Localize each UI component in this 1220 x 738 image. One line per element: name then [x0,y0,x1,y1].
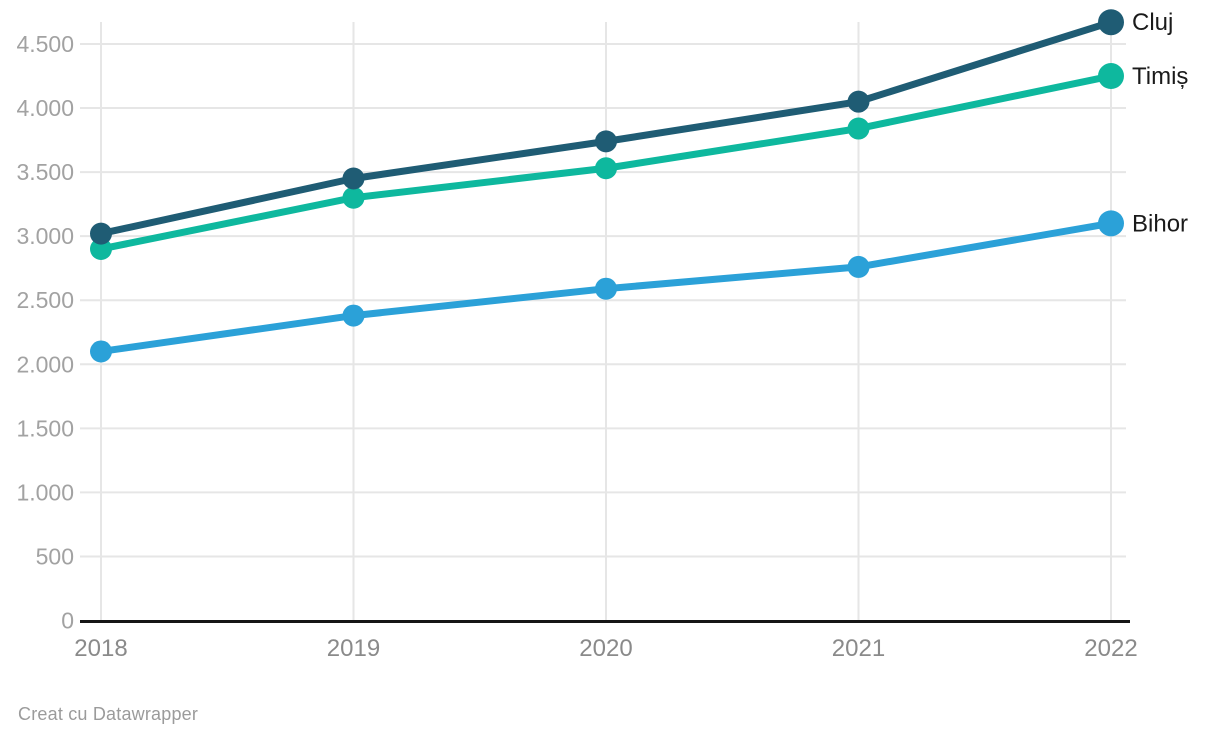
datawrapper-credit: Creat cu Datawrapper [18,704,199,724]
data-point-timiș-2021 [847,117,870,140]
data-point-cluj-2019 [342,167,365,190]
data-point-cluj-2018 [90,222,112,245]
data-point-timiș-2018 [90,237,112,260]
data-point-cluj-2022 [1098,9,1124,36]
series-label-timiș: Timiș [1132,63,1188,90]
y-tick-label: 1.000 [16,479,74,505]
y-tick-label: 4.000 [16,95,74,121]
data-point-bihor-2018 [90,340,112,363]
y-tick-label: 2.500 [16,287,74,313]
series-label-bihor: Bihor [1132,210,1188,237]
data-point-bihor-2022 [1098,210,1124,237]
data-point-cluj-2020 [595,130,617,153]
data-point-timiș-2020 [595,157,617,180]
x-tick-label-2021: 2021 [832,635,885,662]
y-tick-label: 500 [36,543,74,569]
data-point-bihor-2019 [342,304,365,327]
x-tick-label-2022: 2022 [1084,635,1137,662]
y-tick-label: 4.500 [16,31,74,57]
data-point-cluj-2021 [847,90,870,113]
y-tick-label: 3.000 [16,223,74,249]
line-chart-svg: 0 500 1.000 1.500 2.000 2.500 3.000 3.500 4.000 4… [16,9,1188,662]
x-tick-label-2020: 2020 [579,635,632,662]
x-tick-label-2018: 2018 [74,635,127,662]
y-tick-label: 1.500 [16,415,74,441]
y-tick-label: 0 [61,608,74,634]
data-point-bihor-2021 [847,255,870,278]
series-label-cluj: Cluj [1132,9,1173,36]
y-tick-label: 2.000 [16,351,74,377]
data-point-timiș-2019 [342,186,365,209]
data-point-timiș-2022 [1098,63,1124,90]
data-point-bihor-2020 [595,277,617,300]
y-tick-label: 3.500 [16,159,74,185]
x-tick-label-2019: 2019 [327,635,380,662]
